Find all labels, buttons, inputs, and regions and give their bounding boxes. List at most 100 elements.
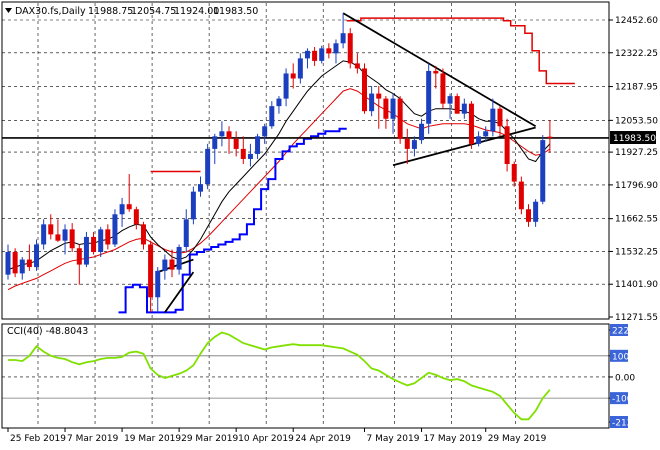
high-value: 12054.75 [131, 6, 176, 17]
candle-body [269, 106, 275, 127]
candle-body [333, 43, 339, 54]
candle-body [476, 136, 482, 144]
candle-body [226, 131, 232, 139]
cci-line [8, 331, 551, 421]
cci-tag-bg [610, 324, 628, 336]
candle-body [205, 148, 211, 185]
candle-body [105, 229, 111, 245]
candle-body [119, 204, 125, 215]
cci-panel [2, 331, 609, 421]
candle-body [69, 229, 75, 249]
ma-slow-line [7, 88, 551, 291]
candle-body [504, 126, 510, 164]
candle-body [347, 33, 353, 64]
current-price-tag: 11983.50 [610, 131, 656, 144]
candle-body [419, 123, 425, 141]
candle-body [319, 48, 325, 61]
candle-body [533, 201, 539, 222]
price-panel-frame [1, 1, 610, 320]
cci-panel-frame [1, 323, 610, 429]
candle-body [133, 209, 139, 225]
candle-body [48, 224, 54, 235]
candle-body [140, 224, 146, 245]
trend-line [342, 12, 537, 128]
candle-body [76, 248, 82, 265]
candle-body [404, 138, 410, 149]
y-tick-label: 11927.25 [615, 148, 658, 158]
candle-body [212, 136, 218, 149]
cci-tick-label: -212.7726 [612, 419, 658, 429]
candle-body [376, 93, 382, 99]
cci-tick-label: 222.0026 [612, 327, 655, 337]
axes: 12452.60 12322.25 12187.95 12053.50 11927.25… [7, 16, 658, 444]
candle-body [190, 191, 196, 220]
cci-tag-bg [610, 349, 628, 362]
trend-line [164, 271, 195, 313]
low-value: 11924.00 [174, 6, 219, 17]
candle-body [454, 96, 460, 114]
candle-body [290, 73, 296, 79]
cci-tag-bg [610, 392, 628, 405]
candle-body [283, 73, 289, 99]
y-tick-label: 12322.25 [615, 49, 658, 59]
y-tick-label: 11532.25 [615, 247, 658, 257]
candle-body [397, 98, 403, 139]
candle-body [383, 98, 389, 119]
candle-body [369, 93, 375, 112]
candle-body [426, 70, 432, 124]
candle-body [91, 236, 97, 253]
candle-body [112, 214, 118, 245]
triangle-down-icon[interactable] [5, 8, 12, 13]
candle-body [183, 219, 189, 247]
cci-label: CCI(40) -48.8043 [7, 326, 88, 337]
candle-body [162, 259, 168, 271]
candle-body [5, 252, 11, 275]
x-tick-label: 29 Mar 2019 [181, 434, 238, 444]
y-tick-label: 11271.55 [615, 313, 658, 323]
candle-body [362, 68, 367, 112]
candle-body [340, 33, 346, 44]
x-tick-label: 17 May 2019 [424, 434, 483, 444]
candle-body [62, 229, 68, 241]
cci-tick-label: 100 [612, 352, 629, 362]
y-tick-label: 12452.60 [615, 16, 658, 26]
candle-body [433, 70, 439, 74]
candle-body [354, 63, 360, 69]
candle-body [255, 136, 261, 154]
candle-body [169, 259, 175, 270]
candle-body [411, 140, 417, 149]
trend-line [392, 126, 536, 167]
candle-body [176, 246, 182, 270]
candle-body [525, 209, 531, 222]
candle-body [483, 131, 489, 137]
candle-body [312, 50, 318, 61]
candle-body [55, 234, 61, 241]
candle-body [447, 96, 453, 104]
candle-body [518, 181, 524, 210]
candle-body [34, 244, 40, 268]
candle-body [276, 98, 282, 107]
candle-body [26, 259, 32, 268]
candle-body [98, 229, 104, 253]
current-price-tag-bg [610, 131, 656, 144]
x-tick-label: 7 Mar 2019 [67, 434, 119, 444]
open-value: 11988.75 [88, 6, 133, 17]
candle-body [304, 50, 310, 59]
candle-body [390, 98, 396, 119]
x-tick-label: 24 Apr 2019 [295, 434, 351, 444]
cci-tick-label: 0.00 [615, 373, 635, 383]
candle-body [219, 131, 225, 137]
close-value: 11983.50 [213, 6, 258, 17]
candle-body [297, 58, 303, 79]
envelope-lower-line [118, 127, 347, 314]
candle-body [262, 126, 268, 137]
y-tick-label: 11796.90 [615, 181, 658, 191]
candle-body [240, 148, 246, 159]
candle-body [233, 138, 239, 149]
candle-body [83, 236, 89, 265]
x-tick-label: 29 May 2019 [488, 434, 547, 444]
candle-body [440, 73, 446, 104]
candle-body [490, 108, 496, 132]
